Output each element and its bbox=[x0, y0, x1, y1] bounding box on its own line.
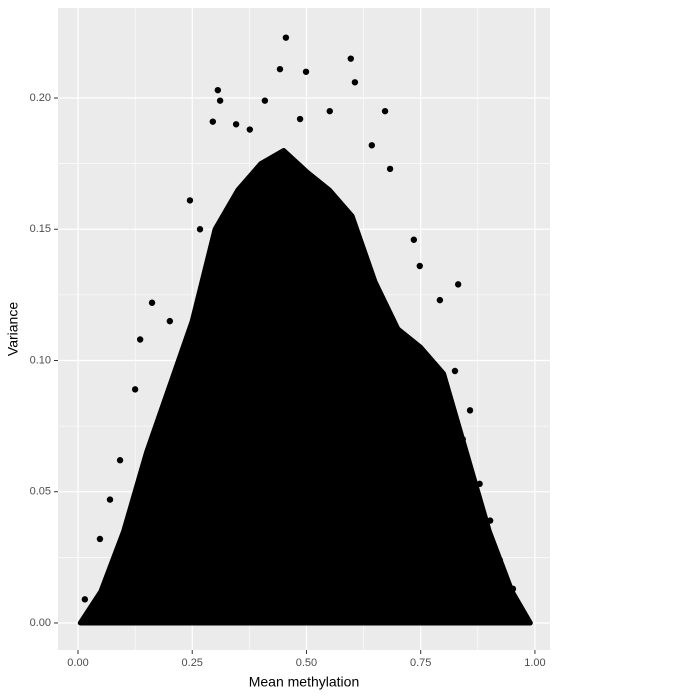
dense-point-region bbox=[77, 148, 533, 626]
y-tick-label: 0.15 bbox=[30, 223, 51, 235]
x-tick-label: 0.25 bbox=[182, 657, 203, 669]
point bbox=[276, 65, 284, 73]
point bbox=[282, 34, 290, 41]
point bbox=[416, 262, 423, 270]
x-tick-label: 0.00 bbox=[67, 657, 88, 669]
point bbox=[410, 236, 418, 243]
point bbox=[454, 281, 462, 288]
point bbox=[451, 367, 459, 375]
point bbox=[496, 556, 503, 564]
point bbox=[466, 407, 474, 414]
point bbox=[386, 165, 394, 173]
point bbox=[186, 197, 194, 204]
point bbox=[261, 97, 269, 104]
x-tick-label: 1.00 bbox=[524, 657, 545, 669]
point bbox=[96, 535, 104, 543]
point bbox=[232, 121, 240, 128]
point bbox=[148, 299, 156, 306]
point bbox=[347, 55, 354, 62]
y-tick-label: 0.20 bbox=[30, 92, 51, 104]
point bbox=[459, 436, 466, 443]
point bbox=[509, 585, 517, 593]
point bbox=[381, 107, 389, 115]
point bbox=[296, 115, 304, 123]
point bbox=[209, 118, 217, 125]
point bbox=[131, 386, 139, 393]
point bbox=[486, 517, 494, 524]
point bbox=[302, 68, 310, 75]
point bbox=[326, 107, 333, 115]
y-tick-label: 0.10 bbox=[30, 354, 51, 366]
x-axis-title: Mean methylation bbox=[249, 674, 360, 690]
point bbox=[216, 97, 224, 104]
point bbox=[196, 226, 204, 233]
point bbox=[106, 496, 114, 503]
point bbox=[476, 480, 483, 488]
point bbox=[351, 79, 359, 86]
point bbox=[166, 317, 174, 325]
point bbox=[368, 142, 376, 149]
y-tick-label: 0.05 bbox=[30, 486, 51, 498]
point bbox=[81, 596, 89, 603]
x-tick-label: 0.50 bbox=[296, 657, 317, 669]
y-tick-label: 0.00 bbox=[30, 617, 51, 629]
point bbox=[246, 126, 254, 133]
y-axis-title: Variance bbox=[5, 302, 21, 356]
point bbox=[214, 86, 222, 94]
point bbox=[436, 296, 444, 304]
x-tick-label: 0.75 bbox=[410, 657, 431, 669]
point bbox=[136, 336, 144, 343]
point bbox=[116, 457, 124, 464]
